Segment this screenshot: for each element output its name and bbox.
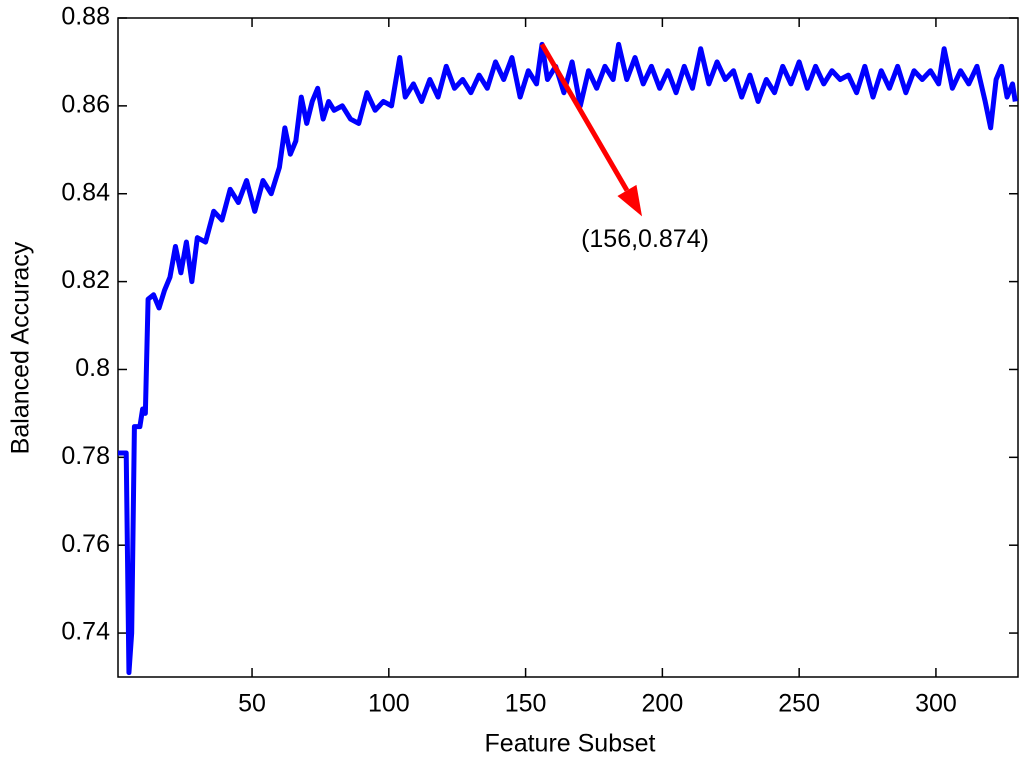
x-tick-label: 100 (368, 690, 410, 718)
y-axis-label: Balanced Accuracy (7, 241, 35, 454)
plot-frame (117, 17, 1019, 678)
x-tick-label: 300 (915, 690, 957, 718)
annotation-arrowhead (617, 184, 643, 217)
y-tick-label: 0.86 (61, 90, 110, 118)
x-axis-label: Feature Subset (485, 730, 656, 758)
y-tick-label: 0.78 (61, 442, 110, 470)
x-tick-label: 250 (778, 690, 820, 718)
y-tick-label: 0.82 (61, 266, 110, 294)
x-tick-label: 50 (238, 690, 266, 718)
x-tick-label: 200 (642, 690, 684, 718)
y-tick-label: 0.8 (75, 354, 110, 382)
y-tick-label: 0.88 (61, 3, 110, 31)
y-tick-label: 0.76 (61, 530, 110, 558)
data-line (118, 41, 1018, 676)
x-tick-label: 150 (505, 690, 547, 718)
y-tick-label: 0.74 (61, 618, 110, 646)
annotation-arrow (539, 43, 630, 192)
y-tick-label: 0.84 (61, 178, 110, 206)
annotation-text: (156,0.874) (581, 225, 709, 253)
